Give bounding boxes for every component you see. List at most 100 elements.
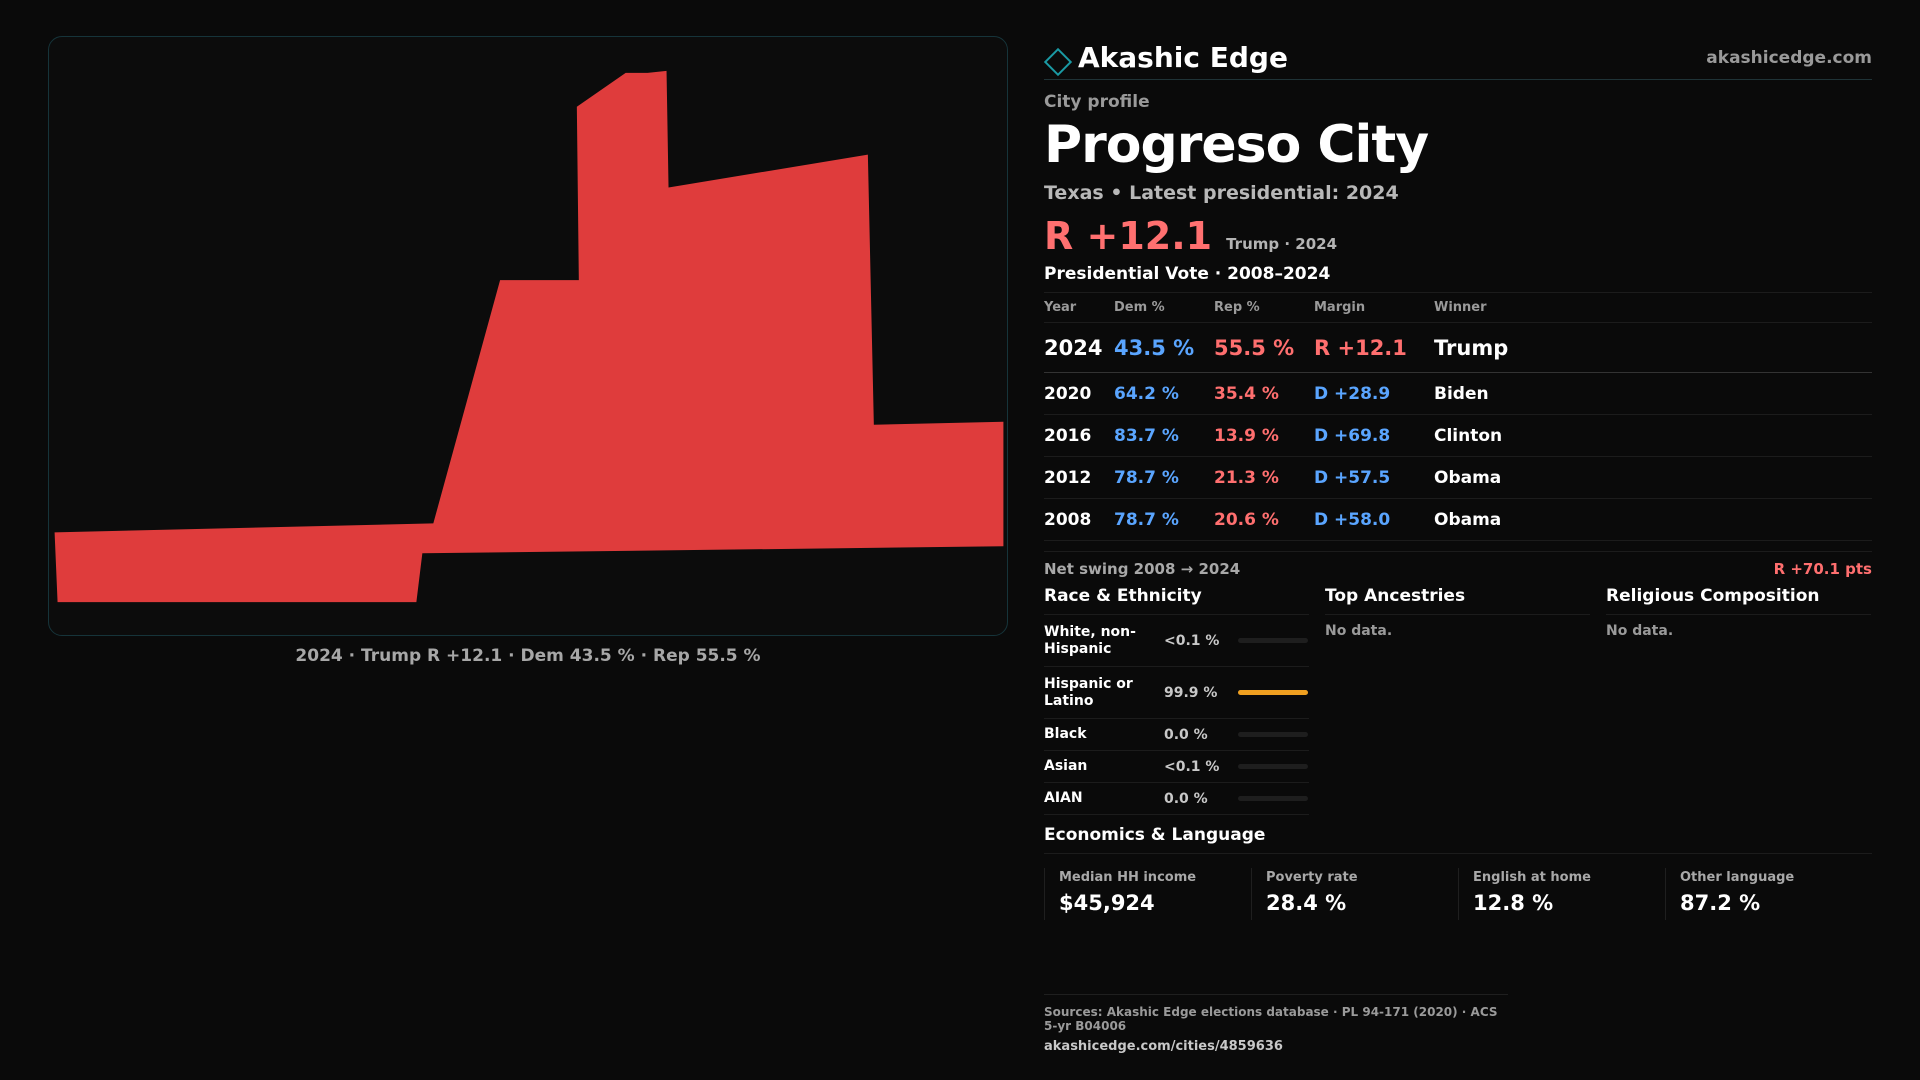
stat-poverty-rate: Poverty rate 28.4 % [1251,868,1458,921]
vote-year: 2016 [1044,414,1114,458]
ancestries-title: Top Ancestries [1325,586,1590,616]
stat-label: Other language [1680,870,1795,886]
map-caption: 2024 · Trump R +12.1 · Dem 43.5 % · Rep … [295,646,761,666]
stat-label: Poverty rate [1266,870,1358,886]
race-section: Race & Ethnicity White, non-Hispanic <0.… [1044,586,1309,816]
headline-result: R +12.1 Trump · 2024 [1044,214,1872,258]
vote-margin: D +58.0 [1314,498,1434,542]
stat-label: English at home [1473,870,1591,886]
race-name: Hispanic or Latino [1044,676,1133,709]
economics-stats: Median HH income $45,924 Poverty rate 28… [1044,868,1872,921]
headline-note: Trump · 2024 [1226,234,1338,253]
table-row: 2016 83.7 % 13.9 % D +69.8 Clinton [1044,414,1872,458]
demographics-columns: Race & Ethnicity White, non-Hispanic <0.… [1044,586,1872,816]
vote-rep: 13.9 % [1214,414,1314,458]
religion-empty: No data. [1606,623,1674,640]
vote-year: 2008 [1044,498,1114,542]
stat-value: 12.8 % [1473,891,1554,916]
race-pct: 0.0 % [1164,726,1208,743]
col-winner: Winner [1434,292,1872,324]
swing-value: R +70.1 pts [1773,560,1872,579]
vote-year: 2024 [1044,322,1114,374]
vote-margin: D +28.9 [1314,372,1434,416]
brand[interactable]: Akashic Edge [1043,41,1288,76]
vote-winner: Obama [1434,456,1872,500]
brand-header: Akashic Edge akashicedge.com [1043,36,1872,80]
race-pct: <0.1 % [1164,632,1220,649]
city-boundary-shape [54,70,1004,603]
race-bar [1238,732,1308,738]
race-name: White, non-Hispanic [1044,624,1136,657]
race-row: Black 0.0 % [1044,719,1309,752]
vote-margin: D +57.5 [1314,456,1434,500]
vote-dem: 78.7 % [1114,456,1214,500]
table-row: 2024 43.5 % 55.5 % R +12.1 Trump [1044,322,1872,374]
race-bar [1238,638,1308,644]
race-row: AIAN 0.0 % [1044,783,1309,816]
vote-margin: D +69.8 [1314,414,1434,458]
profile-panel: Akashic Edge akashicedge.com City profil… [1043,36,1872,921]
diamond-icon [1043,47,1073,76]
vote-rep: 55.5 % [1214,322,1314,374]
race-bar [1238,764,1308,770]
religion-title: Religious Composition [1606,586,1871,616]
stat-value: $45,924 [1059,891,1155,916]
vote-winner: Obama [1434,498,1872,542]
vote-year: 2012 [1044,456,1114,500]
race-list: White, non-Hispanic <0.1 % Hispanic or L… [1044,615,1309,816]
vote-dem: 83.7 % [1114,414,1214,458]
brand-name: Akashic Edge [1078,41,1288,74]
stat-median-income: Median HH income $45,924 [1044,868,1251,921]
race-name: Asian [1044,758,1088,775]
race-row: Asian <0.1 % [1044,751,1309,784]
table-row: 2012 78.7 % 21.3 % D +57.5 Obama [1044,456,1872,500]
vote-rep: 21.3 % [1214,456,1314,500]
race-row: White, non-Hispanic <0.1 % [1044,615,1309,668]
ancestries-section: Top Ancestries No data. [1325,586,1590,815]
race-bar [1238,796,1308,802]
swing-label: Net swing 2008 → 2024 [1044,560,1241,579]
vote-rep: 20.6 % [1214,498,1314,542]
vote-margin: R +12.1 [1314,322,1434,374]
race-title: Race & Ethnicity [1044,586,1309,616]
col-year: Year [1044,292,1114,324]
race-bar-fill [1238,690,1308,696]
city-boundary-map [54,70,1004,603]
vote-year: 2020 [1044,372,1114,416]
vote-section-title: Presidential Vote · 2008–2024 [1044,264,1872,293]
stat-english-at-home: English at home 12.8 % [1458,868,1665,921]
religion-section: Religious Composition No data. [1606,586,1871,815]
race-name: Black [1044,726,1087,743]
ancestries-empty: No data. [1325,623,1393,640]
col-dem: Dem % [1114,292,1214,324]
footer-sources: Sources: Akashic Edge elections database… [1044,1005,1498,1033]
col-rep: Rep % [1214,292,1314,324]
stat-label: Median HH income [1059,870,1197,886]
footer-url-link[interactable]: akashicedge.com/cities/4859636 [1044,1039,1283,1054]
stat-value: 28.4 % [1266,891,1347,916]
race-pct: <0.1 % [1164,758,1220,775]
stat-value: 87.2 % [1680,891,1761,916]
page-title: Progreso City [1044,115,1429,175]
vote-dem: 64.2 % [1114,372,1214,416]
net-swing: Net swing 2008 → 2024 R +70.1 pts [1044,551,1872,578]
vote-winner: Trump [1434,322,1872,374]
col-margin: Margin [1314,292,1434,324]
stat-other-language: Other language 87.2 % [1665,868,1872,921]
footer: Sources: Akashic Edge elections database… [1044,994,1508,1054]
vote-dem: 43.5 % [1114,322,1214,374]
city-map[interactable] [48,36,1008,636]
race-bar [1238,690,1308,696]
vote-rep: 35.4 % [1214,372,1314,416]
page-subtitle: Texas • Latest presidential: 2024 [1044,181,1399,204]
economics-title: Economics & Language [1044,825,1872,855]
vote-table: Year Dem % Rep % Margin Winner 2024 43.5… [1044,292,1872,542]
race-pct: 99.9 % [1164,684,1218,701]
vote-table-header: Year Dem % Rep % Margin Winner [1044,292,1872,324]
brand-url-link[interactable]: akashicedge.com [1706,47,1872,68]
page-eyebrow: City profile [1044,92,1150,112]
vote-winner: Clinton [1434,414,1872,458]
headline-margin: R +12.1 [1044,213,1213,258]
race-row: Hispanic or Latino 99.9 % [1044,667,1309,720]
vote-dem: 78.7 % [1114,498,1214,542]
